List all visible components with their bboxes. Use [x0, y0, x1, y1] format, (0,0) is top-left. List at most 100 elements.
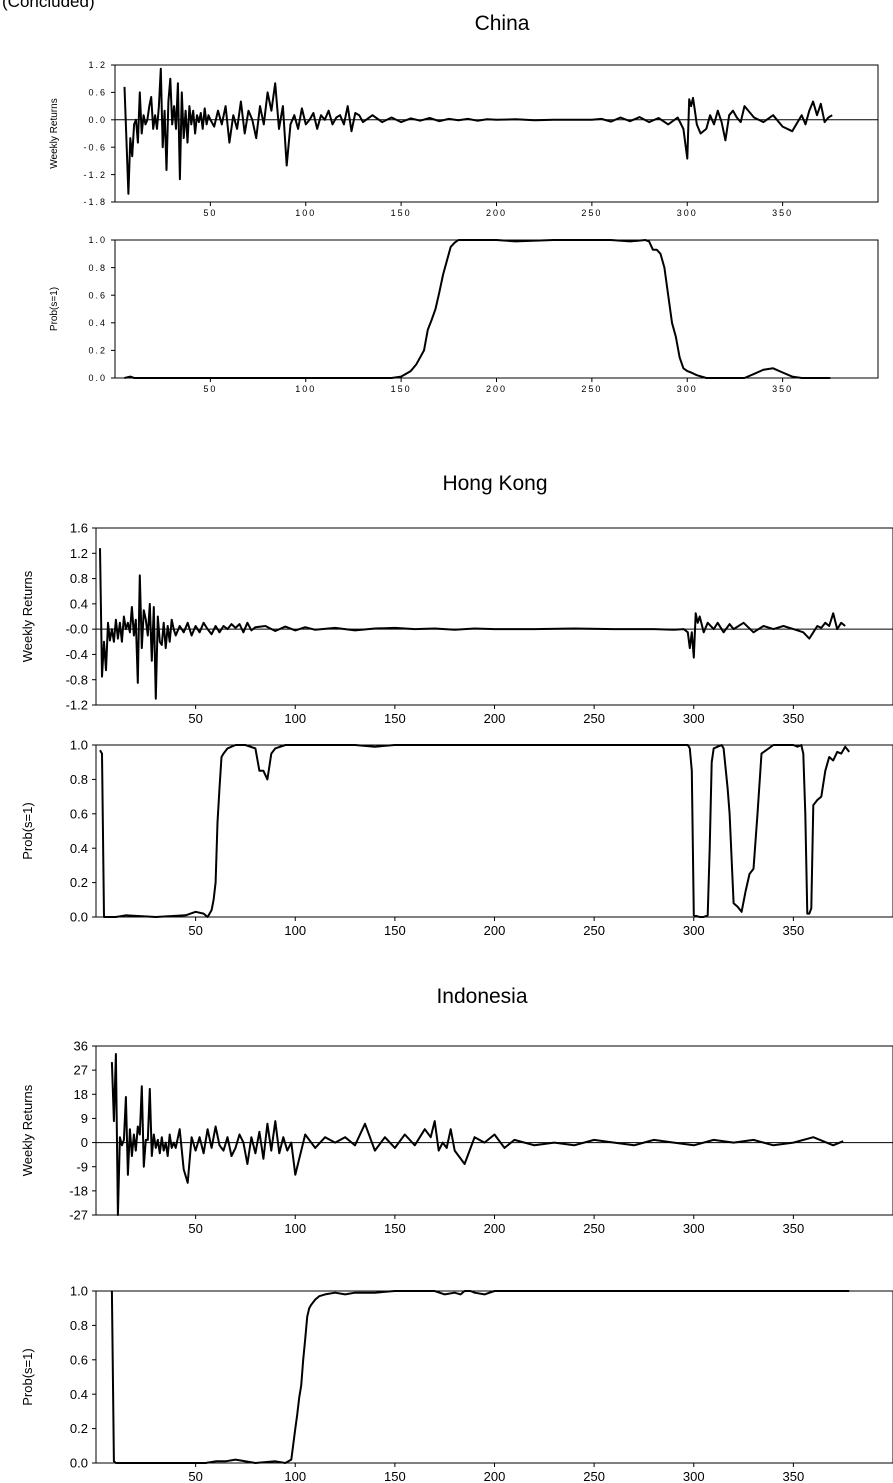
- y-axis-label: Weekly Returns: [20, 570, 35, 662]
- y-tick-label: 0.0: [88, 373, 107, 383]
- series-line: [124, 239, 831, 379]
- chart-title: Indonesia: [436, 985, 527, 1008]
- plot-frame: [95, 527, 893, 706]
- y-axis-label: Weekly Returns: [20, 1084, 35, 1176]
- x-tick-label: 50: [203, 208, 217, 218]
- y-tick-label: 0.2: [88, 346, 107, 356]
- x-tick-label: 100: [295, 384, 316, 394]
- x-tick-label: 250: [581, 208, 602, 218]
- y-tick-label: 0.2: [70, 875, 88, 890]
- x-tick-label: 300: [677, 384, 698, 394]
- x-tick-label: 150: [384, 711, 406, 726]
- x-tick-label: 100: [295, 208, 316, 218]
- page-header: (Concluded): [2, 0, 95, 11]
- y-tick-label: -0.6: [83, 142, 107, 152]
- y-tick-label: 0.0: [70, 910, 88, 925]
- y-tick-label: -18: [69, 1183, 88, 1198]
- x-tick-label: 250: [583, 711, 605, 726]
- y-tick-label: 0.4: [88, 318, 107, 328]
- plot-frame: [95, 1290, 893, 1464]
- y-tick-label: -1.8: [83, 197, 107, 207]
- x-tick-label: 200: [486, 208, 507, 218]
- chart-title: China: [475, 12, 530, 35]
- y-tick-label: 1.2: [88, 60, 107, 70]
- x-tick-label: 100: [284, 711, 306, 726]
- y-tick-label: 0.2: [70, 1421, 88, 1436]
- y-tick-label: 0.8: [70, 772, 88, 787]
- x-tick-label: 200: [484, 1469, 506, 1483]
- y-axis-label: Prob(s=1): [20, 1348, 35, 1405]
- y-tick-label: 0.6: [70, 1352, 88, 1367]
- y-tick-label: -1.2: [66, 698, 88, 713]
- y-tick-label: 0.8: [88, 263, 107, 273]
- x-tick-label: 300: [683, 923, 705, 938]
- y-tick-label: -1.2: [83, 170, 107, 180]
- x-tick-label: 200: [484, 711, 506, 726]
- y-axis-label: Prob(s=1): [20, 802, 35, 859]
- y-tick-label: 0.4: [70, 1387, 88, 1402]
- x-tick-label: 200: [486, 384, 507, 394]
- x-tick-label: 100: [284, 1221, 306, 1236]
- x-tick-label: 100: [284, 1469, 306, 1483]
- y-tick-label: 18: [74, 1087, 88, 1102]
- series-line: [110, 1290, 850, 1464]
- x-tick-label: 200: [484, 923, 506, 938]
- y-tick-label: -0.8: [66, 672, 88, 687]
- x-tick-label: 350: [783, 1221, 805, 1236]
- returns-panel: 1.6 1.2 0.8 0.4 -0.0 -0.4 -0.8 -1.2 50 100 150 200 2…: [20, 521, 893, 726]
- probability-panel: 1.0 0.8 0.6 0.4 0.2 0.0 50 100 150 200 250 300 350 Pr…: [20, 738, 893, 938]
- x-tick-label: 100: [284, 923, 306, 938]
- y-tick-label: -27: [69, 1208, 88, 1223]
- y-tick-label: 0.0: [88, 115, 107, 125]
- x-tick-label: 200: [484, 1221, 506, 1236]
- y-tick-label: 1.0: [88, 235, 107, 245]
- x-tick-label: 250: [581, 384, 602, 394]
- y-tick-label: 0.6: [88, 290, 107, 300]
- x-tick-label: 350: [772, 384, 793, 394]
- x-tick-label: 50: [188, 923, 202, 938]
- y-tick-label: 0.8: [70, 1318, 88, 1333]
- x-tick-label: 50: [188, 1221, 202, 1236]
- x-tick-label: 150: [391, 384, 412, 394]
- y-tick-label: 9: [81, 1111, 88, 1126]
- x-tick-label: 350: [772, 208, 793, 218]
- x-tick-label: 300: [683, 711, 705, 726]
- x-tick-label: 50: [188, 1469, 202, 1483]
- x-tick-label: 300: [677, 208, 698, 218]
- y-tick-label: 1.0: [70, 738, 88, 753]
- y-tick-label: 1.0: [70, 1284, 88, 1299]
- x-tick-label: 150: [384, 1469, 406, 1483]
- y-axis-label: Weekly Returns: [49, 98, 60, 168]
- probability-panel: 1.0 0.8 0.6 0.4 0.2 0.0 50 100 150 200 250 300 350 Pr…: [49, 235, 879, 394]
- x-tick-label: 250: [583, 923, 605, 938]
- x-tick-label: 150: [384, 923, 406, 938]
- x-tick-label: 350: [783, 923, 805, 938]
- x-tick-label: 300: [683, 1469, 705, 1483]
- y-tick-label: 0.0: [70, 1456, 88, 1471]
- y-tick-label: -0.0: [66, 622, 88, 637]
- x-tick-label: 250: [583, 1221, 605, 1236]
- plot-frame: [114, 239, 879, 379]
- x-tick-label: 250: [583, 1469, 605, 1483]
- x-tick-label: 300: [683, 1221, 705, 1236]
- y-tick-label: 36: [74, 1039, 88, 1054]
- y-axis-label: Prob(s=1): [49, 287, 60, 331]
- y-tick-label: -9: [76, 1159, 88, 1174]
- y-tick-label: 0.4: [70, 596, 88, 611]
- y-tick-label: 0.6: [88, 88, 107, 98]
- y-tick-label: 0.6: [70, 806, 88, 821]
- y-tick-label: 0: [81, 1135, 88, 1150]
- x-tick-label: 50: [188, 711, 202, 726]
- y-tick-label: 1.2: [70, 546, 88, 561]
- y-tick-label: 0.4: [70, 841, 88, 856]
- x-tick-label: 50: [203, 384, 217, 394]
- x-tick-label: 150: [384, 1221, 406, 1236]
- series-line: [110, 1053, 844, 1216]
- series-line: [99, 744, 850, 918]
- series-line: [99, 548, 846, 700]
- returns-panel: 1.2 0.6 0.0 -0.6 -1.2 -1.8 50 100 150 200 250 300 35…: [49, 60, 879, 218]
- chart-title: Hong Kong: [442, 472, 547, 495]
